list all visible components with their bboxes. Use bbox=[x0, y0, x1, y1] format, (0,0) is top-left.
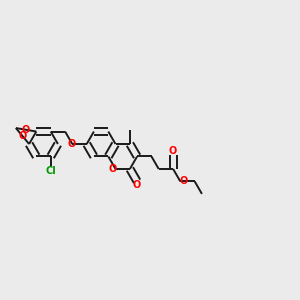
Text: O: O bbox=[22, 125, 30, 135]
Text: O: O bbox=[108, 164, 117, 174]
Text: Cl: Cl bbox=[45, 166, 56, 176]
Text: O: O bbox=[18, 131, 27, 141]
Text: O: O bbox=[169, 146, 177, 156]
Text: O: O bbox=[133, 180, 141, 190]
Text: O: O bbox=[68, 139, 76, 149]
Text: O: O bbox=[179, 176, 188, 186]
